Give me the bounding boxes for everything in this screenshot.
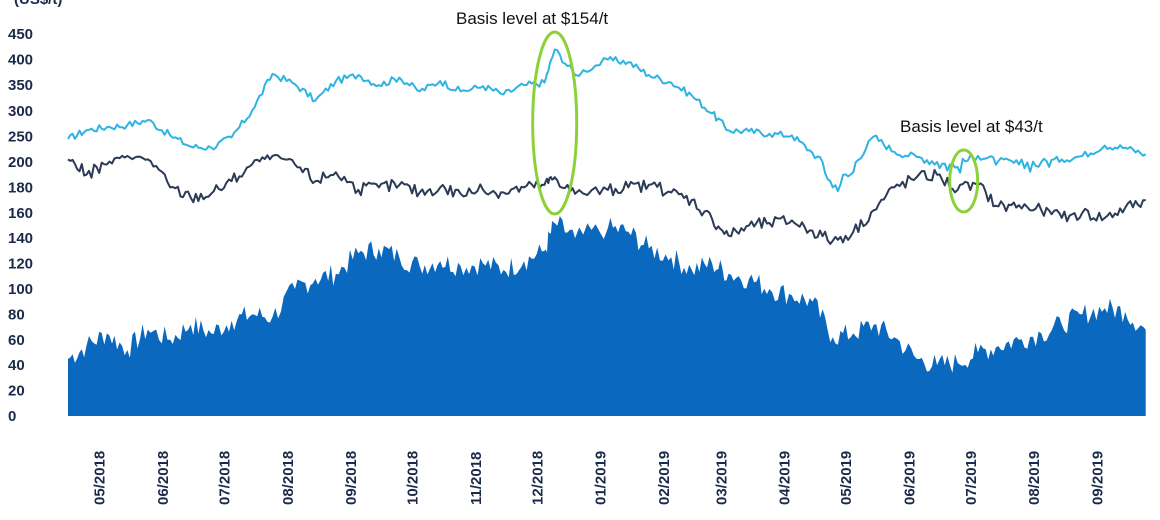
y-tick-label: 350 — [8, 77, 33, 94]
light-price-line — [67, 48, 1147, 193]
basis-area — [68, 216, 1146, 416]
y-tick-label: 60 — [8, 332, 25, 349]
x-tick-label: 10/2018 — [405, 451, 422, 505]
annotation-low-basis: Basis level at $43/t — [900, 117, 1043, 136]
x-tick-label: 12/2018 — [529, 451, 546, 505]
dark-price-line — [67, 153, 1146, 245]
y-tick-label: 40 — [8, 357, 25, 374]
highlight-ellipse-low — [948, 148, 980, 214]
y-tick-label: 0 — [8, 408, 16, 425]
y-tick-label: 180 — [8, 179, 33, 196]
y-tick-label: 100 — [8, 281, 33, 298]
y-tick-label: 250 — [8, 128, 33, 145]
x-tick-label: 05/2019 — [838, 451, 855, 505]
y-tick-label: 400 — [8, 52, 33, 69]
basis-area-series — [68, 216, 1146, 416]
y-tick-label: 160 — [8, 205, 33, 222]
y-axis-ticks: 0 20 40 60 80 100 120 140 160 180 200 250 300 350 400 4… — [8, 26, 33, 425]
x-tick-label: 09/2018 — [343, 451, 360, 505]
x-tick-label: 08/2019 — [1026, 451, 1043, 505]
x-tick-label: 01/2019 — [593, 451, 610, 505]
y-tick-label: 20 — [8, 383, 25, 400]
x-tick-label: 08/2018 — [280, 451, 297, 505]
annotation-high-basis: Basis level at $154/t — [456, 9, 608, 28]
x-tick-label: 09/2019 — [1090, 451, 1107, 505]
annotations: Basis level at $154/t Basis level at $43… — [456, 9, 1043, 216]
x-axis-ticks: 05/2018 06/2018 07/2018 08/2018 09/2018 10/20… — [92, 451, 1107, 505]
price-line-series — [67, 48, 1147, 245]
x-tick-label: 07/2018 — [216, 451, 233, 505]
y-tick-label: 80 — [8, 306, 25, 323]
x-tick-label: 07/2019 — [963, 451, 980, 505]
y-tick-label: 140 — [8, 230, 33, 247]
highlight-ellipse-high — [531, 30, 579, 216]
x-tick-label: 04/2019 — [777, 451, 794, 505]
x-tick-label: 11/2018 — [468, 452, 485, 505]
x-tick-label: 06/2018 — [155, 451, 172, 505]
x-tick-label: 02/2019 — [656, 451, 673, 505]
y-tick-label: 120 — [8, 256, 33, 273]
y-tick-label: 450 — [8, 26, 33, 43]
y-tick-label: 200 — [8, 154, 33, 171]
x-tick-label: 05/2018 — [92, 451, 109, 505]
y-axis-label: (US$/t) — [14, 0, 62, 8]
x-tick-label: 06/2019 — [902, 451, 919, 505]
y-tick-label: 300 — [8, 103, 33, 120]
x-tick-label: 03/2019 — [713, 451, 730, 505]
y-axis-title: (US$/t) — [14, 0, 62, 8]
